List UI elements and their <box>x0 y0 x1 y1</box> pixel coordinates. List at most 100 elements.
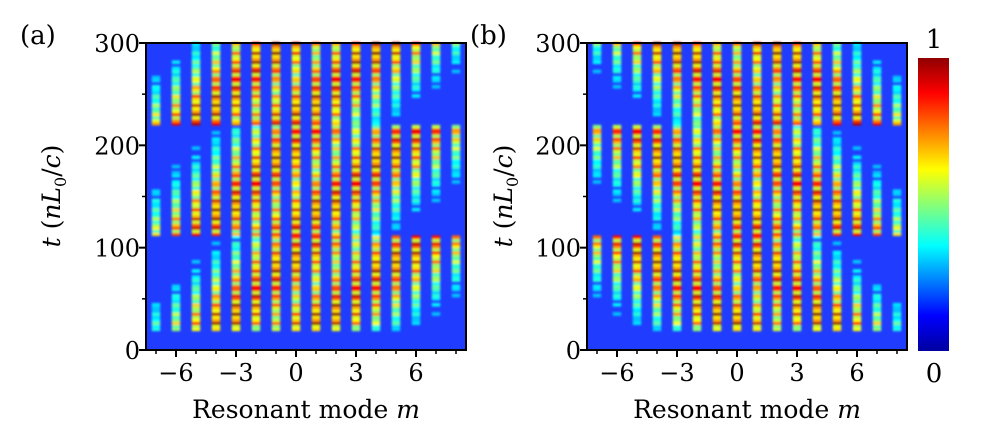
heatmap-cell <box>271 127 281 132</box>
heatmap-cell <box>271 226 281 230</box>
y-tick-label-a: 300 <box>94 30 140 58</box>
heatmap-cell <box>271 51 281 55</box>
heatmap-cell <box>592 269 602 273</box>
heatmap-cell <box>692 69 702 74</box>
heatmap-cell <box>411 60 421 65</box>
heatmap-cell <box>772 115 782 120</box>
heatmap-cell <box>251 54 261 58</box>
heatmap-cell <box>632 207 642 212</box>
heatmap-cell <box>732 293 742 298</box>
heatmap-cell <box>431 281 441 286</box>
heatmap-cell <box>812 103 822 108</box>
heatmap-cell <box>812 287 822 292</box>
heatmap-cell <box>892 198 902 203</box>
heatmap-cell <box>351 281 361 286</box>
heatmap-cell <box>331 106 341 111</box>
heatmap-cell <box>812 106 822 111</box>
heatmap-cell <box>652 284 662 289</box>
heatmap-cell <box>712 75 722 80</box>
y-tick-label-a: 100 <box>94 235 140 263</box>
heatmap-cell <box>792 189 802 194</box>
heatmap-cell <box>772 256 782 261</box>
heatmap-cell <box>271 94 281 98</box>
heatmap-cell <box>772 170 782 175</box>
heatmap-cell <box>251 235 261 240</box>
heatmap-cell <box>251 149 261 154</box>
heatmap-cell <box>351 226 361 230</box>
heatmap-cell <box>752 54 762 58</box>
heatmap-cell <box>271 131 281 135</box>
heatmap-cell <box>812 173 822 178</box>
heatmap-cell <box>211 213 221 218</box>
heatmap-cell <box>732 275 742 279</box>
heatmap-cell <box>171 164 181 169</box>
heatmap-cell <box>411 158 421 163</box>
heatmap-cell <box>772 192 782 197</box>
heatmap-cell <box>872 216 882 221</box>
heatmap-cell <box>211 250 221 255</box>
heatmap-cell <box>371 299 381 304</box>
heatmap-cell <box>191 318 201 322</box>
heatmap-cell <box>772 161 782 166</box>
heatmap-cell <box>191 293 201 298</box>
heatmap-cell <box>371 229 381 233</box>
heatmap-cell <box>251 312 261 316</box>
heatmap-cell <box>652 103 662 108</box>
heatmap-cell <box>251 60 261 65</box>
heatmap-cell <box>171 284 181 289</box>
heatmap-cell <box>772 183 782 187</box>
heatmap-cell <box>832 315 842 319</box>
heatmap-cell <box>311 302 321 307</box>
heatmap-cell <box>712 97 722 101</box>
heatmap-cell <box>231 51 241 55</box>
heatmap-cell <box>752 247 762 252</box>
x-tick-label-a: −3 <box>218 359 253 387</box>
heatmap-cell <box>852 220 862 224</box>
heatmap-cell <box>291 75 301 80</box>
heatmap-cell <box>752 143 762 147</box>
heatmap-cell <box>311 60 321 65</box>
heatmap-cell <box>632 250 642 255</box>
heatmap-cell <box>371 60 381 65</box>
heatmap-cell <box>371 164 381 169</box>
heatmap-cell <box>812 229 822 233</box>
heatmap-cell <box>351 232 361 236</box>
heatmap-cell <box>892 305 902 310</box>
heatmap-cell <box>311 327 321 332</box>
heatmap-cell <box>612 78 622 83</box>
heatmap-cell <box>792 198 802 203</box>
heatmap-cell <box>391 97 401 101</box>
heatmap-cell <box>612 69 622 74</box>
heatmap-cell <box>792 177 802 181</box>
heatmap-cell <box>271 124 281 129</box>
heatmap-cell <box>772 143 782 147</box>
heatmap-cell <box>832 321 842 326</box>
heatmap-cell <box>792 140 802 144</box>
heatmap-cell <box>692 167 702 172</box>
heatmap-cell <box>271 121 281 126</box>
heatmap-cell <box>171 103 181 108</box>
heatmap-cell <box>191 167 201 172</box>
heatmap-cell <box>431 189 441 194</box>
heatmap-cell <box>431 69 441 74</box>
heatmap-cell <box>331 177 341 181</box>
heatmap-cell <box>752 118 762 123</box>
heatmap-cell <box>271 315 281 319</box>
heatmap-cell <box>231 253 241 258</box>
heatmap-cell <box>852 48 862 52</box>
heatmap-cell <box>231 149 241 154</box>
heatmap-cell <box>251 189 261 194</box>
heatmap-cell <box>331 51 341 55</box>
heatmap-cell <box>291 235 301 240</box>
heatmap-cell <box>251 103 261 108</box>
heatmap-cell <box>632 318 642 322</box>
heatmap-cell <box>371 192 381 197</box>
heatmap-cell <box>852 45 862 49</box>
heatmap-cell <box>331 250 341 255</box>
heatmap-cell <box>391 45 401 49</box>
heatmap-cell <box>612 60 622 65</box>
heatmap-cell <box>832 296 842 301</box>
heatmap-cell <box>592 45 602 49</box>
heatmap-cell <box>852 293 862 298</box>
heatmap-cell <box>291 131 301 135</box>
